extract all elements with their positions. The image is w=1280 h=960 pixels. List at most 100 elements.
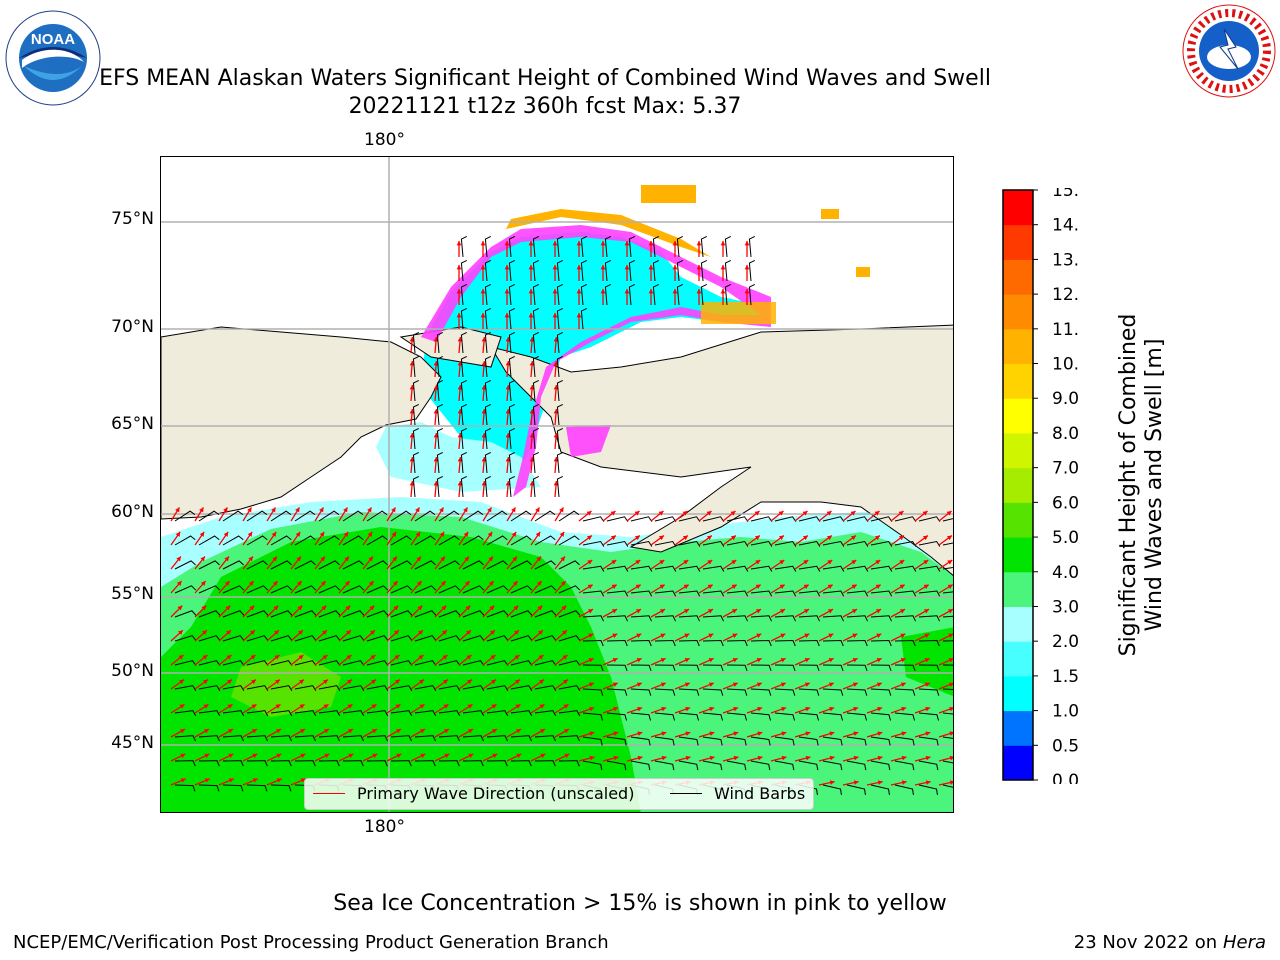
wind-barb — [508, 355, 516, 378]
wave-arrow-head — [248, 556, 253, 562]
wave-arrow-head — [227, 679, 232, 685]
wind-barb — [918, 565, 941, 572]
wind-barb — [414, 585, 437, 594]
wind-barb — [222, 560, 244, 570]
wind-barb — [822, 540, 845, 547]
wave-arrow-head — [853, 755, 859, 761]
wave-arrow-head — [851, 560, 857, 565]
wave-arrow-head — [457, 385, 463, 390]
wind-barb — [366, 710, 389, 717]
wave-arrow-head — [829, 780, 835, 785]
wind-barb — [174, 560, 196, 570]
wind-barb — [606, 540, 629, 547]
wave-arrow-head — [552, 313, 558, 318]
wind-barb — [582, 540, 605, 547]
wind-barb — [462, 510, 484, 522]
wave-arrow-head — [733, 706, 739, 712]
wave-arrow-head — [505, 433, 511, 438]
wind-barb — [534, 535, 556, 546]
wave-arrow-head — [696, 241, 702, 246]
wave-arrow-head — [225, 605, 231, 611]
lat-label: 75°N — [111, 209, 154, 229]
wave-arrow-head — [433, 337, 439, 342]
colorbar: 0.0 0.5 1.0 1.5 2.0 3.0 4.0 5.0 6.0 7.0 8.0 9.0 10.0… — [1002, 188, 1078, 784]
wave-arrow-head — [720, 289, 726, 294]
wave-arrow-head — [200, 581, 206, 586]
wave-arrow-head — [947, 560, 953, 565]
wind-barb — [750, 516, 773, 522]
wave-arrow-head — [732, 658, 738, 663]
wave-arrow-head — [949, 755, 953, 761]
wind-barb — [270, 535, 292, 546]
wave-arrow-head — [529, 337, 535, 342]
wind-barb — [676, 259, 684, 282]
wind-barb — [870, 516, 893, 522]
wave-arrow-head — [416, 556, 421, 562]
land-siberia — [161, 326, 442, 520]
wind-barb — [438, 760, 460, 767]
wave-arrow-head — [409, 457, 415, 462]
wind-barb — [580, 259, 588, 282]
ocean-field-high — [161, 527, 641, 812]
wave-arrow-head — [731, 560, 737, 565]
wave-arrow-head — [802, 535, 808, 541]
wave-arrow-head — [709, 731, 715, 736]
wave-arrow-head — [505, 409, 511, 414]
wave-arrow-head — [900, 682, 906, 687]
wind-barb — [700, 235, 708, 258]
wind-barb — [508, 451, 516, 474]
wave-arrow-head — [559, 507, 564, 513]
wave-arrow-head — [347, 729, 353, 734]
wind-barb — [702, 712, 724, 721]
wave-arrow-head — [900, 633, 906, 638]
wind-barb — [174, 635, 197, 642]
wave-arrow-head — [481, 385, 487, 390]
wave-arrow-head — [439, 507, 444, 513]
wind-barb — [510, 510, 532, 522]
wave-arrow-head — [275, 679, 280, 685]
wave-arrow-head — [409, 481, 415, 486]
wind-barb — [846, 736, 867, 746]
wind-barb — [270, 685, 293, 692]
wind-barb — [414, 685, 437, 692]
wind-barb — [462, 660, 485, 666]
wind-barb — [342, 710, 365, 717]
wind-barb — [774, 516, 797, 522]
wind-barb — [846, 784, 866, 795]
wave-arrow-head — [295, 531, 301, 537]
wave-arrow-head — [275, 729, 281, 734]
wave-arrow-head — [440, 556, 445, 562]
colorbar-segment — [1003, 398, 1033, 434]
wave-arrow-head — [505, 481, 511, 486]
wind-barb — [342, 660, 365, 666]
colorbar-segment — [1003, 467, 1033, 503]
wave-arrow-head — [481, 337, 487, 342]
wave-arrow-head — [576, 289, 582, 294]
wind-barb — [556, 427, 564, 450]
wind-barb — [510, 685, 533, 692]
wind-barb — [532, 403, 540, 426]
wave-arrow-head — [624, 241, 630, 246]
wave-arrow-head — [659, 560, 665, 565]
wave-arrow-head — [481, 361, 487, 366]
wave-arrow-head — [202, 630, 207, 635]
wave-arrow-head — [564, 753, 570, 759]
colorbar-segment — [1003, 363, 1033, 399]
wind-barb — [606, 565, 629, 572]
wind-barb — [918, 540, 941, 547]
colorbar-segment — [1003, 328, 1033, 365]
colorbar-segment — [1003, 259, 1033, 295]
wind-barb — [870, 712, 892, 721]
lat-label: 60°N — [111, 502, 154, 522]
wind-barb — [774, 565, 797, 572]
wave-arrow-head — [660, 633, 666, 638]
wind-barb — [700, 259, 708, 282]
wave-arrow-head — [416, 581, 422, 586]
wave-arrow-head — [529, 433, 535, 438]
wind-barb — [750, 688, 772, 696]
wave-arrow-head — [457, 409, 463, 414]
wind-barb — [630, 664, 652, 672]
wave-arrow-head — [409, 409, 415, 414]
wind-barb — [918, 712, 940, 721]
wave-arrow-head — [491, 679, 496, 685]
